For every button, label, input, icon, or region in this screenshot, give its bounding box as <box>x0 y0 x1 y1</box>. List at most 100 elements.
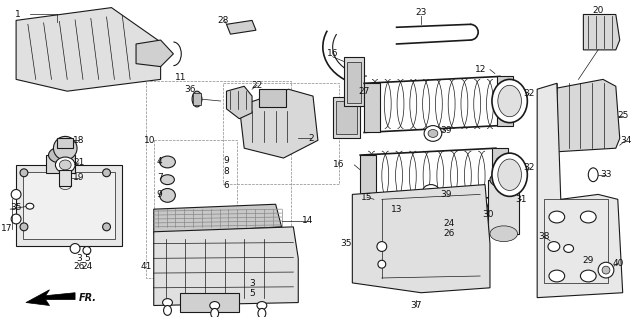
Ellipse shape <box>424 125 442 141</box>
Ellipse shape <box>428 130 438 137</box>
Text: 38: 38 <box>538 232 550 241</box>
Text: 3: 3 <box>76 254 82 263</box>
Bar <box>222 83 339 184</box>
Ellipse shape <box>59 160 71 170</box>
Text: 29: 29 <box>583 256 594 265</box>
Polygon shape <box>226 20 256 34</box>
Text: 9: 9 <box>224 156 229 164</box>
Text: 22: 22 <box>252 81 262 90</box>
Bar <box>16 165 122 245</box>
Polygon shape <box>583 14 620 50</box>
Text: 20: 20 <box>592 6 604 15</box>
Ellipse shape <box>192 91 202 107</box>
Text: 5: 5 <box>84 254 90 263</box>
Polygon shape <box>240 89 318 158</box>
Polygon shape <box>16 8 161 91</box>
Text: 25: 25 <box>617 111 628 120</box>
Text: 41: 41 <box>140 262 152 271</box>
Text: 7: 7 <box>157 173 162 182</box>
Ellipse shape <box>20 169 28 177</box>
Text: 30: 30 <box>482 210 494 219</box>
Polygon shape <box>136 40 173 67</box>
Polygon shape <box>539 135 559 164</box>
Ellipse shape <box>588 168 598 182</box>
Ellipse shape <box>164 306 171 315</box>
Ellipse shape <box>210 308 219 318</box>
Bar <box>344 57 364 106</box>
Ellipse shape <box>258 308 266 318</box>
Bar <box>336 101 357 134</box>
Ellipse shape <box>102 169 111 177</box>
Text: 5: 5 <box>249 289 255 298</box>
Polygon shape <box>551 79 620 152</box>
Ellipse shape <box>56 157 75 173</box>
Ellipse shape <box>54 136 77 160</box>
Ellipse shape <box>49 147 72 163</box>
Text: 17: 17 <box>1 224 12 233</box>
Text: 12: 12 <box>475 65 486 74</box>
Polygon shape <box>226 86 252 119</box>
Text: 26: 26 <box>73 262 85 271</box>
Bar <box>193 93 201 105</box>
Ellipse shape <box>426 188 436 196</box>
Ellipse shape <box>210 301 219 309</box>
Text: 37: 37 <box>411 301 422 310</box>
Text: 13: 13 <box>391 205 403 214</box>
Text: 2: 2 <box>308 134 314 143</box>
Bar <box>498 162 509 182</box>
Text: 9: 9 <box>157 190 162 199</box>
Ellipse shape <box>549 211 565 223</box>
Bar <box>364 83 380 132</box>
Bar <box>46 155 75 173</box>
Text: 8: 8 <box>224 167 229 176</box>
Ellipse shape <box>564 244 574 252</box>
Bar <box>488 180 520 234</box>
Ellipse shape <box>11 214 21 224</box>
Bar <box>59 170 71 186</box>
Ellipse shape <box>422 185 440 200</box>
Ellipse shape <box>102 223 111 231</box>
Text: 28: 28 <box>217 16 228 25</box>
Ellipse shape <box>465 197 488 221</box>
Bar <box>497 76 513 125</box>
Ellipse shape <box>548 242 560 252</box>
Polygon shape <box>537 83 623 298</box>
Text: 6: 6 <box>224 181 229 190</box>
Text: 33: 33 <box>600 170 612 179</box>
Polygon shape <box>154 227 298 306</box>
Text: 34: 34 <box>620 136 631 145</box>
Ellipse shape <box>161 175 174 185</box>
Text: 31: 31 <box>516 195 527 204</box>
Bar <box>23 172 116 239</box>
Text: 35: 35 <box>341 239 352 248</box>
Ellipse shape <box>498 159 521 190</box>
Text: 24: 24 <box>82 262 92 271</box>
Text: 24: 24 <box>443 220 454 228</box>
Polygon shape <box>154 204 281 234</box>
Ellipse shape <box>377 242 387 252</box>
Ellipse shape <box>11 189 21 199</box>
Text: 19: 19 <box>73 173 85 182</box>
Ellipse shape <box>580 270 596 282</box>
Text: 11: 11 <box>174 73 186 82</box>
Polygon shape <box>352 185 490 293</box>
Ellipse shape <box>83 246 91 254</box>
Text: 39: 39 <box>440 190 451 199</box>
Text: 21: 21 <box>73 158 85 167</box>
Ellipse shape <box>602 266 610 274</box>
Text: 4: 4 <box>157 157 162 166</box>
Ellipse shape <box>160 156 175 168</box>
Ellipse shape <box>492 153 527 196</box>
Bar <box>360 155 376 204</box>
Text: 27: 27 <box>358 87 370 96</box>
Text: 35: 35 <box>10 203 21 212</box>
Bar <box>544 199 608 283</box>
Ellipse shape <box>580 211 596 223</box>
Ellipse shape <box>160 188 175 202</box>
Text: 36: 36 <box>185 85 196 94</box>
Bar <box>492 148 507 197</box>
Text: FR.: FR. <box>79 293 97 303</box>
Text: 10: 10 <box>144 136 155 145</box>
Text: 16: 16 <box>333 160 344 169</box>
Ellipse shape <box>26 203 33 209</box>
